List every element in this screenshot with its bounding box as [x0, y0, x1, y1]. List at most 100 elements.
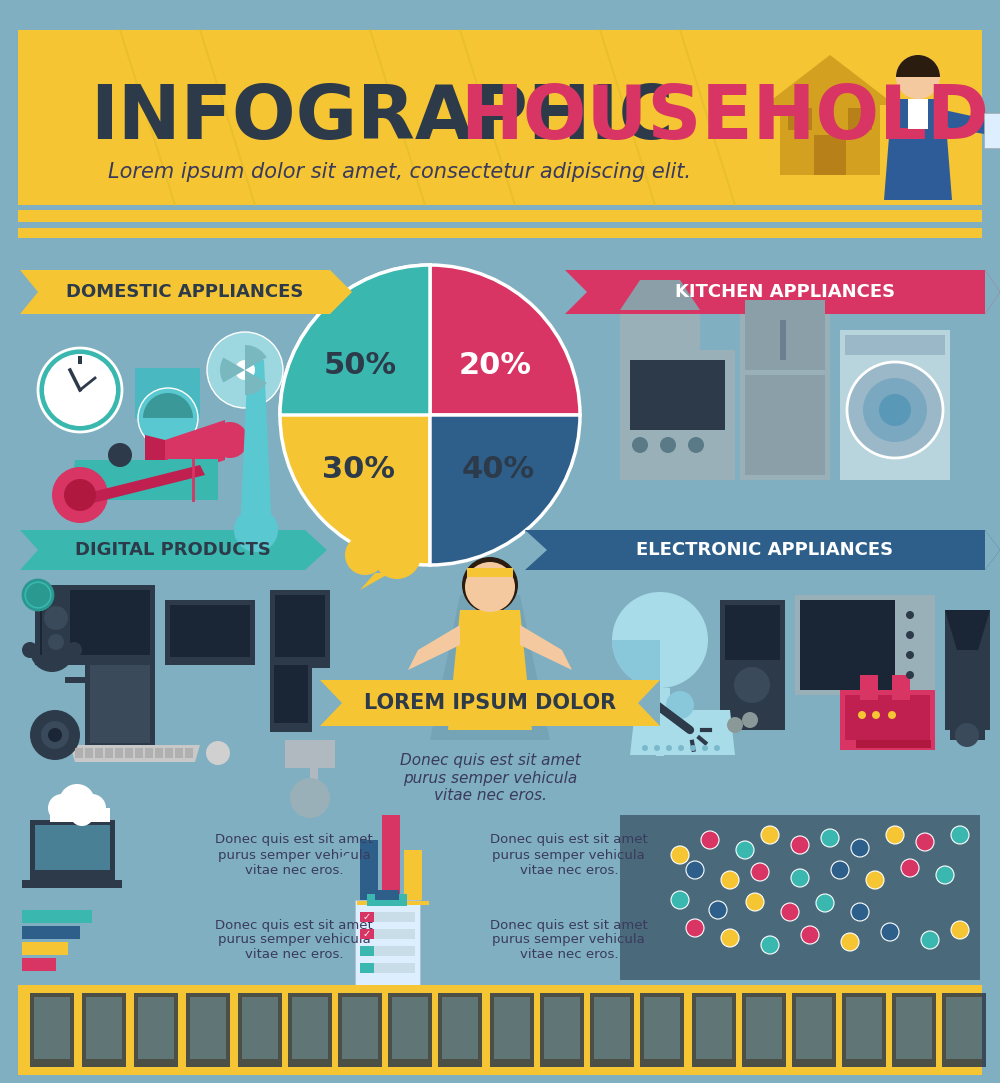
Bar [135, 748, 143, 758]
Bar [846, 997, 882, 1059]
Bar [145, 748, 153, 758]
Bar [115, 748, 123, 758]
Bar [780, 100, 880, 175]
Text: 50%: 50% [323, 351, 397, 379]
Bar [18, 229, 982, 238]
Circle shape [791, 836, 809, 854]
Bar [490, 993, 534, 1067]
Bar [840, 690, 935, 751]
Polygon shape [884, 99, 952, 200]
Circle shape [751, 863, 769, 880]
Polygon shape [985, 530, 1000, 570]
Wedge shape [245, 370, 267, 395]
Bar [942, 993, 986, 1067]
Circle shape [632, 438, 648, 453]
Circle shape [671, 846, 689, 864]
Bar [22, 958, 56, 971]
Bar [800, 600, 895, 690]
Bar [795, 595, 935, 695]
Bar [242, 997, 278, 1059]
Circle shape [41, 721, 69, 749]
Polygon shape [305, 530, 327, 570]
Circle shape [955, 723, 979, 747]
Circle shape [901, 859, 919, 877]
Bar [18, 210, 982, 222]
Bar [745, 375, 825, 475]
Circle shape [654, 745, 660, 751]
Circle shape [721, 871, 739, 889]
Circle shape [48, 794, 76, 822]
Bar [75, 748, 83, 758]
Bar [360, 929, 415, 939]
Circle shape [916, 833, 934, 851]
Bar [85, 665, 105, 677]
Bar [360, 840, 378, 900]
Bar [692, 993, 736, 1067]
Polygon shape [985, 530, 1000, 570]
Circle shape [38, 348, 122, 432]
Bar [840, 330, 950, 480]
Circle shape [108, 443, 132, 467]
Circle shape [678, 745, 684, 751]
Bar [85, 660, 155, 751]
Bar [796, 997, 832, 1059]
Circle shape [66, 642, 82, 658]
Bar [565, 270, 985, 314]
Bar [360, 963, 415, 973]
Bar [856, 740, 931, 748]
Bar [165, 748, 173, 758]
Circle shape [936, 866, 954, 884]
Polygon shape [448, 610, 532, 730]
Circle shape [896, 55, 940, 99]
Bar [170, 605, 250, 657]
Circle shape [831, 861, 849, 879]
Wedge shape [143, 393, 193, 418]
Circle shape [78, 794, 106, 822]
Bar [342, 997, 378, 1059]
Wedge shape [290, 778, 330, 818]
Polygon shape [945, 610, 990, 650]
Wedge shape [30, 650, 74, 671]
Bar [842, 993, 886, 1067]
Polygon shape [335, 853, 350, 867]
Text: Donec quis est sit amet
purus semper vehicula
vitae nec eros.: Donec quis est sit amet purus semper veh… [490, 834, 648, 876]
Circle shape [206, 741, 230, 765]
Bar [845, 695, 930, 740]
Bar [42, 590, 70, 655]
Circle shape [234, 508, 278, 552]
Bar [275, 595, 325, 657]
Circle shape [64, 479, 96, 511]
Bar [745, 300, 825, 370]
Bar [908, 99, 928, 129]
Circle shape [709, 901, 727, 919]
Bar [270, 660, 312, 732]
Bar [945, 610, 990, 730]
Bar [288, 993, 332, 1067]
Bar [360, 963, 374, 973]
Bar [22, 910, 92, 923]
Polygon shape [620, 280, 700, 310]
Bar [186, 993, 230, 1067]
Text: Donec quis est sit amet
purus semper vehicula
vitae nec eros.: Donec quis est sit amet purus semper veh… [215, 918, 373, 962]
Bar [382, 815, 400, 900]
Bar [540, 993, 584, 1067]
Wedge shape [612, 640, 660, 688]
Wedge shape [220, 357, 245, 382]
Circle shape [886, 826, 904, 844]
Bar [892, 675, 910, 700]
Circle shape [714, 745, 720, 751]
Circle shape [781, 903, 799, 921]
Circle shape [373, 531, 421, 579]
Bar [388, 993, 432, 1067]
Bar [168, 455, 218, 500]
Circle shape [22, 642, 38, 658]
Text: LOREM IPSUM DOLOR: LOREM IPSUM DOLOR [364, 693, 616, 713]
Circle shape [851, 839, 869, 857]
Circle shape [48, 728, 62, 742]
Circle shape [70, 803, 94, 826]
Bar [740, 295, 830, 480]
Bar [125, 748, 133, 758]
Circle shape [736, 841, 754, 859]
Circle shape [686, 861, 704, 879]
Text: ✓: ✓ [363, 929, 371, 939]
